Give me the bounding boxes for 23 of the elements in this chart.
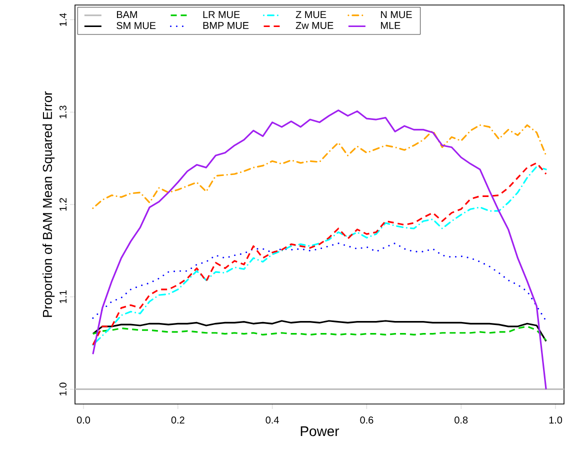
x-tick-label: 0.2 <box>171 416 184 424</box>
legend-label: MLE <box>381 22 400 29</box>
x-tick-label: 1.0 <box>549 416 562 424</box>
legend-label: Z MUE <box>296 11 326 18</box>
y-tick-label: 1.1 <box>60 290 66 304</box>
x-tick-label: 0.4 <box>266 416 279 424</box>
legend-label: LR MUE <box>203 11 240 18</box>
legend-label: N MUE <box>381 11 412 18</box>
line-series <box>92 242 547 322</box>
legend-label: SM MUE <box>116 22 156 30</box>
x-axis-title: Power <box>300 426 340 436</box>
x-tick-label: 0.0 <box>76 416 90 424</box>
legend-label: Zw MUE <box>296 22 334 30</box>
x-tick-label: 0.6 <box>360 416 374 424</box>
legend-label: BAM <box>116 11 137 18</box>
y-tick-label: 1.0 <box>59 382 66 396</box>
x-tick-label: 0.8 <box>454 416 468 424</box>
line-series <box>92 109 547 390</box>
y-tick-label: 1.4 <box>60 13 66 26</box>
y-tick-label: 1.2 <box>60 198 66 211</box>
y-axis-title: Proportion of BAM Mean Squared Error <box>42 91 55 317</box>
y-tick-label: 1.3 <box>59 106 66 118</box>
legend-label: BMP MUE <box>203 22 249 30</box>
